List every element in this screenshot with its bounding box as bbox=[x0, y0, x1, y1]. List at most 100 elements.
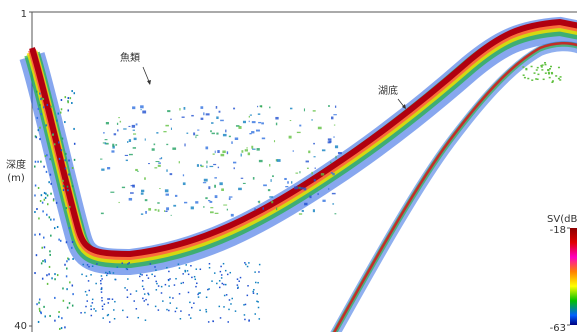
surface-echo bbox=[49, 216, 51, 218]
fish-echo bbox=[328, 141, 331, 143]
surface-echo bbox=[66, 241, 68, 243]
fish-echo bbox=[534, 72, 536, 74]
fish-echo bbox=[258, 122, 261, 123]
bottom-echo bbox=[158, 309, 160, 311]
fish-echo bbox=[172, 147, 176, 149]
bottom-echo bbox=[113, 309, 115, 311]
surface-echo bbox=[63, 199, 65, 201]
fish-echo bbox=[541, 69, 543, 71]
fish-echo bbox=[321, 173, 324, 175]
bottom-echo bbox=[109, 273, 111, 275]
fish-echo bbox=[306, 161, 309, 163]
bottom-echo bbox=[101, 275, 103, 277]
fish-echo bbox=[297, 132, 301, 133]
bottom-echo bbox=[253, 292, 255, 294]
surface-echo bbox=[46, 154, 48, 156]
bottom-echo bbox=[92, 302, 94, 304]
bottom-echo bbox=[197, 294, 199, 296]
surface-echo bbox=[67, 186, 69, 188]
bottom-echo bbox=[101, 300, 103, 302]
fish-echo bbox=[152, 148, 155, 150]
fish-echo bbox=[107, 167, 110, 169]
fish-echo bbox=[299, 213, 302, 214]
bottom-echo bbox=[114, 318, 116, 320]
bottom-echo bbox=[142, 286, 144, 288]
bottom-echo bbox=[114, 279, 116, 281]
fish-echo bbox=[334, 125, 335, 126]
bottom-echo bbox=[87, 300, 89, 302]
surface-echo bbox=[67, 189, 69, 191]
fish-echo bbox=[145, 211, 147, 214]
fish-echo bbox=[140, 105, 144, 108]
surface-echo bbox=[43, 166, 45, 168]
bottom-echo bbox=[106, 275, 108, 277]
surface-echo bbox=[62, 287, 64, 289]
surface-echo bbox=[50, 219, 52, 221]
surface-echo bbox=[58, 316, 60, 318]
surface-echo bbox=[49, 266, 51, 268]
fish-echo bbox=[285, 186, 288, 187]
surface-echo bbox=[39, 233, 41, 235]
bottom-echo bbox=[155, 269, 157, 271]
surface-echo bbox=[47, 283, 49, 285]
fish-echo bbox=[257, 106, 258, 107]
fish-echo bbox=[249, 121, 250, 122]
bottom-echo bbox=[90, 305, 92, 307]
surface-echo bbox=[43, 106, 45, 108]
fish-echo bbox=[311, 172, 312, 175]
surface-echo bbox=[34, 166, 36, 168]
fish-echo bbox=[536, 69, 538, 71]
surface-echo bbox=[43, 98, 45, 100]
fish-echo bbox=[249, 116, 250, 118]
fish-echo bbox=[225, 130, 226, 133]
fish-echo bbox=[295, 173, 298, 174]
fish-echo bbox=[196, 135, 199, 136]
surface-echo bbox=[59, 328, 61, 330]
bottom-echo bbox=[108, 302, 110, 304]
fish-echo bbox=[175, 195, 177, 197]
fish-echo bbox=[335, 156, 336, 159]
fish-echo bbox=[545, 72, 547, 74]
surface-echo bbox=[49, 254, 51, 256]
bottom-echo bbox=[102, 317, 104, 319]
fish-echo bbox=[560, 76, 562, 78]
fish-echo bbox=[216, 106, 218, 109]
colorbar-label: SV(dB) bbox=[547, 214, 577, 225]
surface-echo bbox=[61, 327, 63, 329]
fish-echo bbox=[105, 139, 108, 140]
surface-echo bbox=[49, 250, 51, 252]
surface-echo bbox=[47, 194, 49, 196]
surface-echo bbox=[66, 288, 68, 290]
fish-echo bbox=[262, 207, 264, 210]
surface-echo bbox=[37, 117, 39, 119]
surface-echo bbox=[73, 128, 75, 130]
surface-echo bbox=[70, 97, 72, 99]
fish-echo bbox=[171, 215, 172, 216]
surface-echo bbox=[66, 268, 68, 270]
bottom-echo bbox=[247, 285, 249, 287]
bottom-echo bbox=[100, 283, 102, 285]
fish-echo bbox=[179, 108, 180, 110]
fish-echo bbox=[314, 156, 316, 157]
fish-echo bbox=[243, 183, 246, 184]
fish-echo bbox=[191, 115, 194, 116]
fish-echo bbox=[127, 141, 128, 143]
fish-echo bbox=[231, 141, 232, 144]
fish-echo bbox=[293, 150, 294, 151]
bottom-echo bbox=[92, 299, 94, 301]
bottom-echo bbox=[105, 272, 107, 274]
surface-echo bbox=[50, 183, 52, 185]
bottom-echo bbox=[209, 267, 211, 269]
fish-echo bbox=[531, 79, 533, 81]
bottom-echo bbox=[161, 286, 163, 288]
fish-echo bbox=[161, 157, 162, 159]
bottom-echo bbox=[151, 274, 153, 276]
fish-echo bbox=[157, 202, 159, 203]
bottom-echo bbox=[225, 270, 227, 272]
surface-echo bbox=[41, 97, 43, 99]
surface-echo bbox=[68, 173, 70, 175]
fish-echo bbox=[203, 112, 204, 115]
surface-echo bbox=[72, 241, 74, 243]
surface-echo bbox=[68, 258, 70, 260]
bottom-echo bbox=[168, 310, 170, 312]
